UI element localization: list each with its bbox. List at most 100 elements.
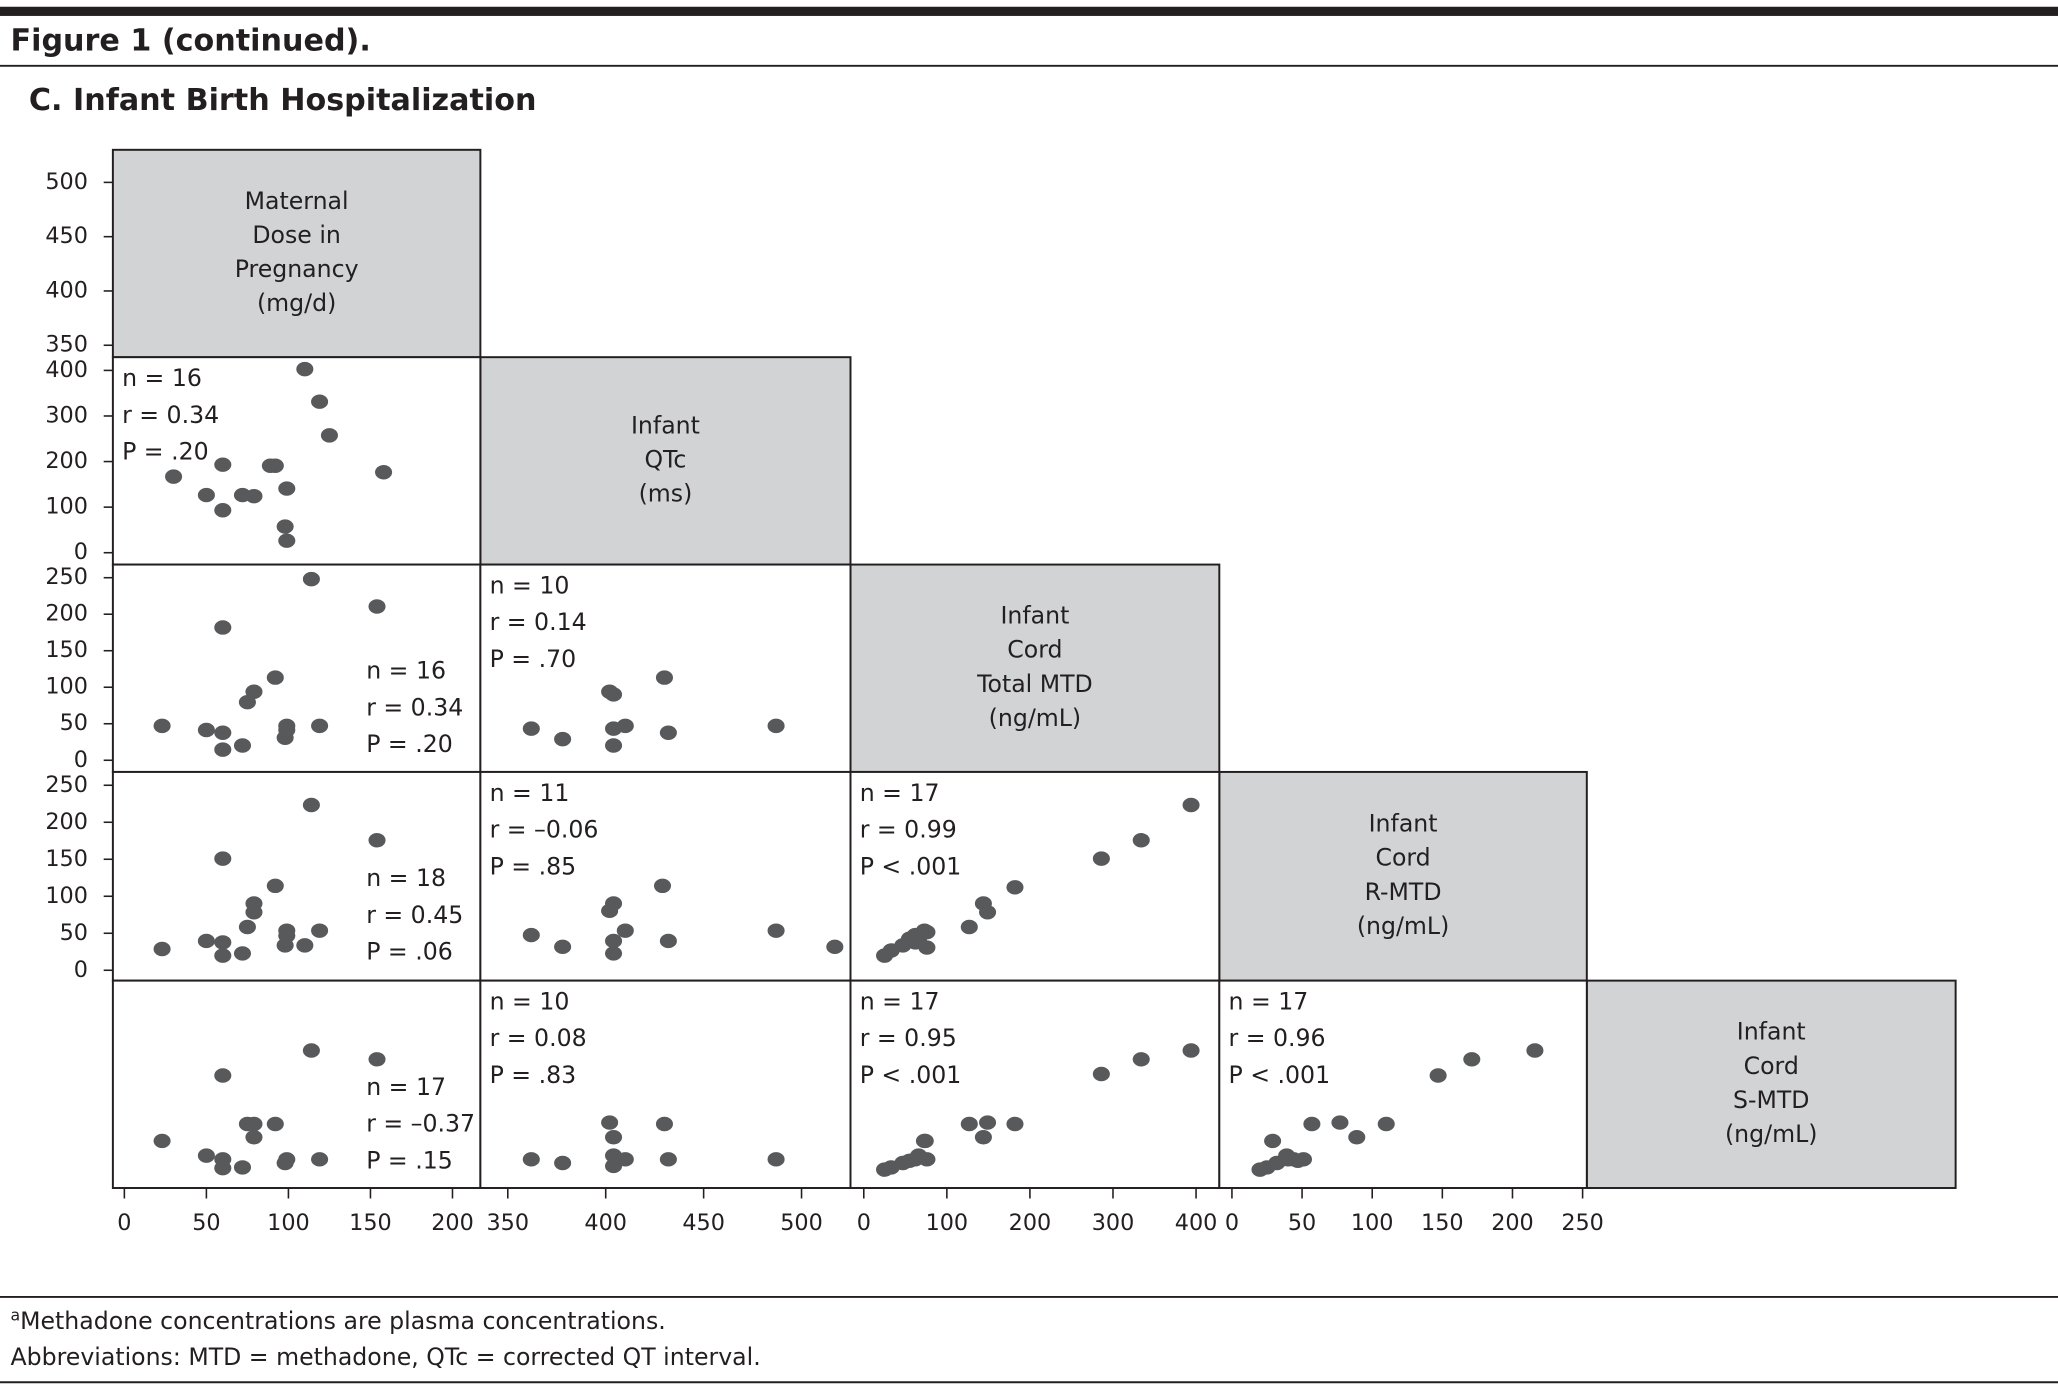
scatter-point	[659, 725, 677, 740]
variable-label: Pregnancy	[235, 255, 359, 283]
scatter-point	[767, 923, 785, 938]
variable-label: R-MTD	[1365, 878, 1442, 906]
variable-label: Infant	[1000, 602, 1069, 630]
stat-annotation: n = 11	[490, 779, 570, 807]
scatter-point	[767, 718, 785, 734]
scatter-point	[918, 924, 936, 940]
scatter-point	[311, 394, 329, 409]
y-tick-label: 500	[45, 169, 88, 195]
y-tick-label: 400	[45, 277, 88, 303]
y-tick-label: 250	[45, 564, 88, 590]
x-tick-label: 500	[780, 1210, 823, 1236]
scatter-point	[214, 620, 232, 635]
y-tick-label: 50	[60, 710, 88, 736]
variable-label: S-MTD	[1733, 1086, 1809, 1114]
y-tick-label: 100	[45, 883, 88, 909]
x-tick-label: 150	[1421, 1210, 1464, 1236]
scatter-point	[1182, 1043, 1200, 1058]
y-tick-label: 450	[45, 223, 88, 249]
scatter-point	[616, 718, 634, 734]
scatter-point	[302, 571, 320, 587]
scatter-point	[960, 919, 978, 935]
variable-label: QTc	[644, 445, 686, 473]
variable-box	[1585, 979, 1957, 1189]
stat-annotation: P = .83	[490, 1061, 577, 1089]
scatter-point	[605, 738, 623, 753]
scatter-panel	[111, 563, 482, 773]
scatter-point	[767, 1152, 785, 1167]
footnote-text: Methadone concentrations are plasma conc…	[20, 1306, 666, 1334]
stat-annotation: r = 0.34	[366, 693, 463, 721]
scatter-point	[1132, 833, 1150, 848]
scatter-point	[153, 718, 171, 734]
scatter-point	[554, 731, 572, 747]
scatter-point	[1429, 1068, 1447, 1083]
scatter-point	[605, 946, 623, 961]
x-tick-label: 100	[267, 1210, 310, 1236]
scatter-point	[214, 1068, 232, 1083]
scatter-point	[245, 684, 263, 699]
scatter-point	[1006, 880, 1024, 895]
stat-annotation: P = .20	[122, 438, 209, 466]
scatter-point	[655, 1116, 673, 1132]
scatter-point	[245, 1130, 263, 1145]
y-tick-label: 400	[45, 357, 88, 383]
scatter-point	[245, 488, 263, 504]
scatter-point	[278, 1152, 296, 1167]
scatter-point	[214, 935, 232, 950]
scatter-point	[278, 481, 296, 496]
scatter-point	[375, 465, 393, 480]
scatter-point	[616, 1152, 634, 1167]
scatter-point	[1348, 1130, 1366, 1145]
scatter-point	[960, 1116, 978, 1132]
scatter-point	[214, 948, 232, 963]
y-tick-label: 0	[74, 957, 88, 983]
x-tick-label: 0	[1225, 1210, 1239, 1236]
scatter-point	[302, 1043, 320, 1058]
x-tick-label: 200	[431, 1210, 474, 1236]
y-tick-label: 350	[45, 332, 88, 358]
scatter-point	[1463, 1052, 1481, 1067]
scatter-point	[605, 687, 623, 702]
scatter-point	[522, 721, 540, 736]
stat-annotation: n = 10	[490, 571, 570, 599]
scatter-point	[320, 428, 338, 443]
stat-annotation: P = .20	[366, 730, 453, 758]
scatter-point	[605, 933, 623, 949]
scatter-point	[278, 722, 296, 738]
scatter-point	[233, 738, 252, 753]
variable-label: Infant	[1369, 810, 1438, 838]
stat-annotation: r = 0.96	[1229, 1024, 1326, 1052]
scatter-point	[1006, 1116, 1024, 1132]
y-tick-label: 150	[45, 846, 88, 872]
scatter-point	[1331, 1115, 1349, 1130]
scatter-point	[1182, 797, 1200, 813]
x-tick-label: 50	[192, 1210, 220, 1236]
scatter-point	[266, 670, 284, 685]
stat-annotation: n = 17	[1229, 987, 1309, 1015]
stat-annotation: n = 16	[122, 364, 202, 392]
stat-annotation: P < .001	[860, 852, 962, 880]
stat-annotation: r = –0.37	[366, 1110, 475, 1138]
x-tick-label: 0	[117, 1210, 131, 1236]
y-tick-label: 250	[45, 772, 88, 798]
scatter-point	[916, 1133, 934, 1149]
footnote-mark: a	[11, 1305, 21, 1324]
footnote: aMethadone concentrations are plasma con…	[11, 1305, 666, 1335]
y-tick-label: 0	[74, 747, 88, 773]
scatter-point	[197, 933, 215, 949]
scatter-point	[278, 533, 296, 548]
stat-annotation: r = –0.06	[490, 816, 599, 844]
top-rule	[0, 6, 2058, 16]
variable-label: Total MTD	[976, 670, 1093, 698]
variable-label: (ng/mL)	[1357, 912, 1449, 940]
stat-annotation: P = .06	[366, 938, 453, 966]
scatter-point	[659, 933, 677, 949]
x-tick-label: 450	[682, 1210, 725, 1236]
stat-annotation: n = 17	[366, 1073, 446, 1101]
scatter-point	[233, 946, 252, 961]
scatter-point	[197, 1148, 215, 1163]
x-tick-label: 100	[1351, 1210, 1394, 1236]
stat-annotation: P < .001	[860, 1061, 962, 1089]
